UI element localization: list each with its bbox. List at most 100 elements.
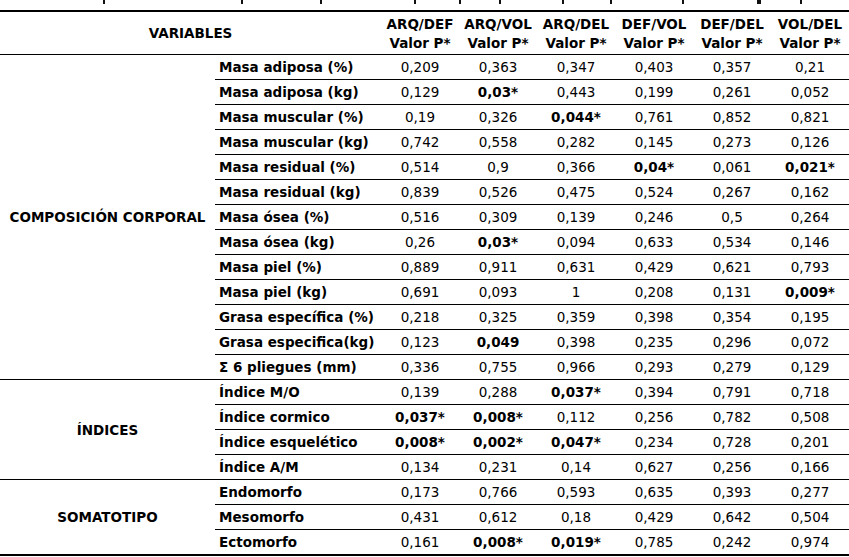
- p-value-cell: 0,209: [381, 55, 459, 80]
- variable-label: Masa muscular (kg): [215, 130, 381, 155]
- p-value-cell: 0,393: [693, 480, 771, 505]
- p-value-cell: 0,293: [615, 355, 693, 380]
- variable-label: Grasa especifica(kg): [215, 330, 381, 355]
- p-value-cell: 0,044*: [537, 105, 615, 130]
- variable-label: Masa adiposa (%): [215, 55, 381, 80]
- column-header-def-del: DEF/DELValor P*: [693, 11, 771, 55]
- p-value-cell: 0,593: [537, 480, 615, 505]
- p-value-cell: 0,134: [381, 455, 459, 480]
- category-label: SOMATOTIPO: [0, 480, 215, 556]
- p-value-cell: 0,642: [693, 505, 771, 530]
- p-value-cell: 0,359: [537, 305, 615, 330]
- p-value-cell: 0,282: [537, 130, 615, 155]
- variable-label: Masa residual (%): [215, 155, 381, 180]
- p-value-cell: 0,126: [771, 130, 849, 155]
- header-row: VARIABLES ARQ/DEFValor P*ARQ/VOLValor P*…: [0, 11, 849, 55]
- variable-label: Mesomorfo: [215, 505, 381, 530]
- p-value-cell: 0,398: [537, 330, 615, 355]
- p-value-cell: 0,264: [771, 205, 849, 230]
- p-value-cell: 1: [537, 280, 615, 305]
- variable-label: Masa residual (kg): [215, 180, 381, 205]
- valor-p-label: Valor P*: [615, 34, 693, 52]
- variable-label: Índice A/M: [215, 455, 381, 480]
- p-value-cell: 0,218: [381, 305, 459, 330]
- paper-table-page: { "table": { "variables_header": "VARIAB…: [0, 0, 849, 557]
- table-row: ÍNDICESÍndice M/O0,1390,2880,037*0,3940,…: [0, 380, 849, 405]
- p-value-cell: 0,325: [459, 305, 537, 330]
- p-value-cell: 0,037*: [537, 380, 615, 405]
- variable-label: Masa ósea (kg): [215, 230, 381, 255]
- p-value-cell: 0,889: [381, 255, 459, 280]
- p-value-cell: 0,21: [771, 55, 849, 80]
- p-value-cell: 0,246: [615, 205, 693, 230]
- variable-label: Índice cormico: [215, 405, 381, 430]
- p-value-cell: 0,347: [537, 55, 615, 80]
- p-value-cell: 0,008*: [381, 430, 459, 455]
- p-value-cell: 0,631: [537, 255, 615, 280]
- comparison-label: ARQ/DEL: [537, 14, 615, 34]
- p-value-cell: 0,008*: [459, 405, 537, 430]
- variable-label: Índice M/O: [215, 380, 381, 405]
- p-value-cell: 0,162: [771, 180, 849, 205]
- p-value-cell: 0,612: [459, 505, 537, 530]
- comparison-label: ARQ/DEF: [381, 14, 459, 34]
- variable-label: Endomorfo: [215, 480, 381, 505]
- p-value-cell: 0,742: [381, 130, 459, 155]
- p-value-cell: 0,279: [693, 355, 771, 380]
- p-value-cell: 0,052: [771, 80, 849, 105]
- p-value-cell: 0,728: [693, 430, 771, 455]
- table-row: COMPOSICIÓN CORPORALMasa adiposa (%)0,20…: [0, 55, 849, 80]
- p-value-cell: 0,112: [537, 405, 615, 430]
- p-value-cell: 0,256: [615, 405, 693, 430]
- p-value-cell: 0,14: [537, 455, 615, 480]
- p-value-cell: 0,037*: [381, 405, 459, 430]
- p-value-cell: 0,431: [381, 505, 459, 530]
- p-value-cell: 0,166: [771, 455, 849, 480]
- p-value-cell: 0,139: [537, 205, 615, 230]
- p-value-cell: 0,911: [459, 255, 537, 280]
- p-value-cell: 0,199: [615, 80, 693, 105]
- p-value-cell: 0,03*: [459, 230, 537, 255]
- variable-label: Índice esquelético: [215, 430, 381, 455]
- p-value-cell: 0,123: [381, 330, 459, 355]
- p-value-cell: 0,093: [459, 280, 537, 305]
- p-value-cell: 0,234: [615, 430, 693, 455]
- p-value-cell: 0,242: [693, 530, 771, 556]
- valor-p-label: Valor P*: [693, 34, 771, 52]
- comparison-label: DEF/VOL: [615, 14, 693, 34]
- comparison-label: ARQ/VOL: [459, 14, 537, 34]
- p-value-cell: 0,021*: [771, 155, 849, 180]
- p-value-cell: 0,363: [459, 55, 537, 80]
- p-value-cell: 0,9: [459, 155, 537, 180]
- p-value-cell: 0,429: [615, 255, 693, 280]
- p-value-cell: 0,309: [459, 205, 537, 230]
- p-value-cell: 0,326: [459, 105, 537, 130]
- p-value-cell: 0,161: [381, 530, 459, 556]
- p-value-cell: 0,627: [615, 455, 693, 480]
- p-value-cell: 0,852: [693, 105, 771, 130]
- p-value-cell: 0,231: [459, 455, 537, 480]
- p-value-cell: 0,524: [615, 180, 693, 205]
- p-value-cell: 0,009*: [771, 280, 849, 305]
- p-value-cell: 0,974: [771, 530, 849, 556]
- valor-p-label: Valor P*: [381, 34, 459, 52]
- p-value-cell: 0,047*: [537, 430, 615, 455]
- p-value-cell: 0,256: [693, 455, 771, 480]
- p-value-cell: 0,621: [693, 255, 771, 280]
- p-value-cell: 0,782: [693, 405, 771, 430]
- p-value-cell: 0,273: [693, 130, 771, 155]
- category-label: COMPOSICIÓN CORPORAL: [0, 55, 215, 380]
- p-value-cell: 0,443: [537, 80, 615, 105]
- p-value-cell: 0,821: [771, 105, 849, 130]
- p-value-cell: 0,129: [771, 355, 849, 380]
- valor-p-label: Valor P*: [771, 34, 849, 52]
- p-value-cell: 0,061: [693, 155, 771, 180]
- p-value-cell: 0,146: [771, 230, 849, 255]
- p-value-cell: 0,691: [381, 280, 459, 305]
- p-value-cell: 0,008*: [459, 530, 537, 556]
- p-value-cell: 0,235: [615, 330, 693, 355]
- p-value-cell: 0,145: [615, 130, 693, 155]
- p-value-cell: 0,394: [615, 380, 693, 405]
- p-value-cell: 0,131: [693, 280, 771, 305]
- p-value-cell: 0,072: [771, 330, 849, 355]
